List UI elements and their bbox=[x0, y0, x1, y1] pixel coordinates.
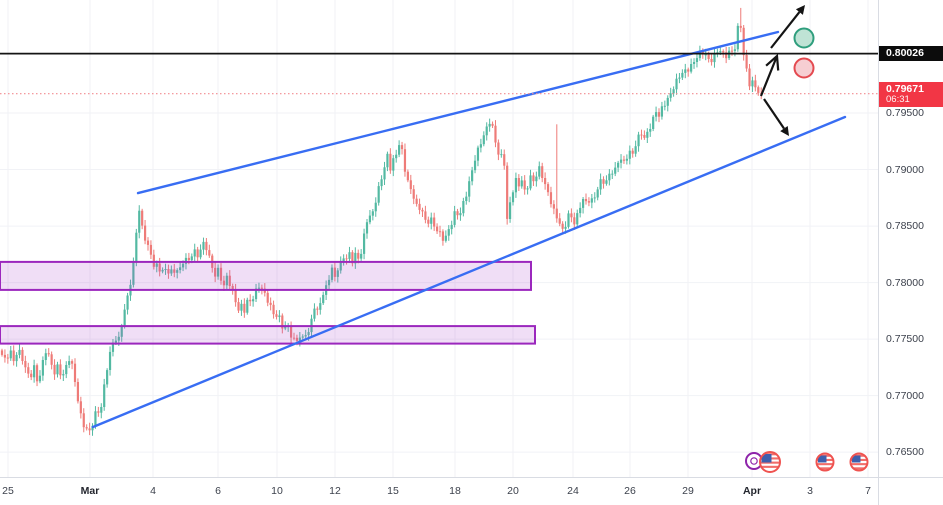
price-tick-label: 0.79000 bbox=[886, 163, 924, 176]
price-tick-label: 0.77000 bbox=[886, 389, 924, 402]
time-tick-label: 4 bbox=[150, 485, 156, 497]
price-tick-label: 0.77500 bbox=[886, 333, 924, 346]
time-tick-label: Mar bbox=[80, 485, 100, 497]
time-tick-label: 7 bbox=[865, 485, 871, 497]
chart-plot-area[interactable] bbox=[0, 0, 878, 477]
current-price-value: 0.79671 bbox=[886, 82, 924, 95]
price-axis[interactable]: 0.79500 0.79000 0.78500 0.78000 0.77500 0.770… bbox=[878, 0, 943, 477]
time-tick-label: 12 bbox=[329, 485, 341, 497]
time-tick-label: 24 bbox=[567, 485, 579, 497]
price-tick-label: 0.76500 bbox=[886, 446, 924, 459]
time-tick-label: 10 bbox=[271, 485, 283, 497]
time-axis[interactable]: 25 Mar 4 6 10 12 15 18 20 24 26 29 Apr 3 7 bbox=[0, 477, 878, 505]
bar-countdown: 06:31 bbox=[886, 93, 910, 105]
current-price-label: 0.79671 06:31 bbox=[879, 81, 943, 107]
price-tick-label: 0.78500 bbox=[886, 220, 924, 233]
price-tick-label: 0.79500 bbox=[886, 107, 924, 120]
time-tick-label: 6 bbox=[215, 485, 221, 497]
price-tick-label: 0.78000 bbox=[886, 276, 924, 289]
horizontal-line-price-label[interactable]: 0.80026 bbox=[879, 46, 943, 62]
time-tick-label: 18 bbox=[449, 485, 461, 497]
time-tick-label: 3 bbox=[807, 485, 813, 497]
time-tick-label: Apr bbox=[742, 485, 762, 497]
time-tick-label: 29 bbox=[682, 485, 694, 497]
time-tick-label: 15 bbox=[387, 485, 399, 497]
time-tick-label: 20 bbox=[507, 485, 519, 497]
axis-corner bbox=[878, 477, 943, 505]
candlestick-chart[interactable] bbox=[0, 0, 878, 477]
time-tick-label: 26 bbox=[624, 485, 636, 497]
time-tick-label: 25 bbox=[2, 485, 14, 497]
